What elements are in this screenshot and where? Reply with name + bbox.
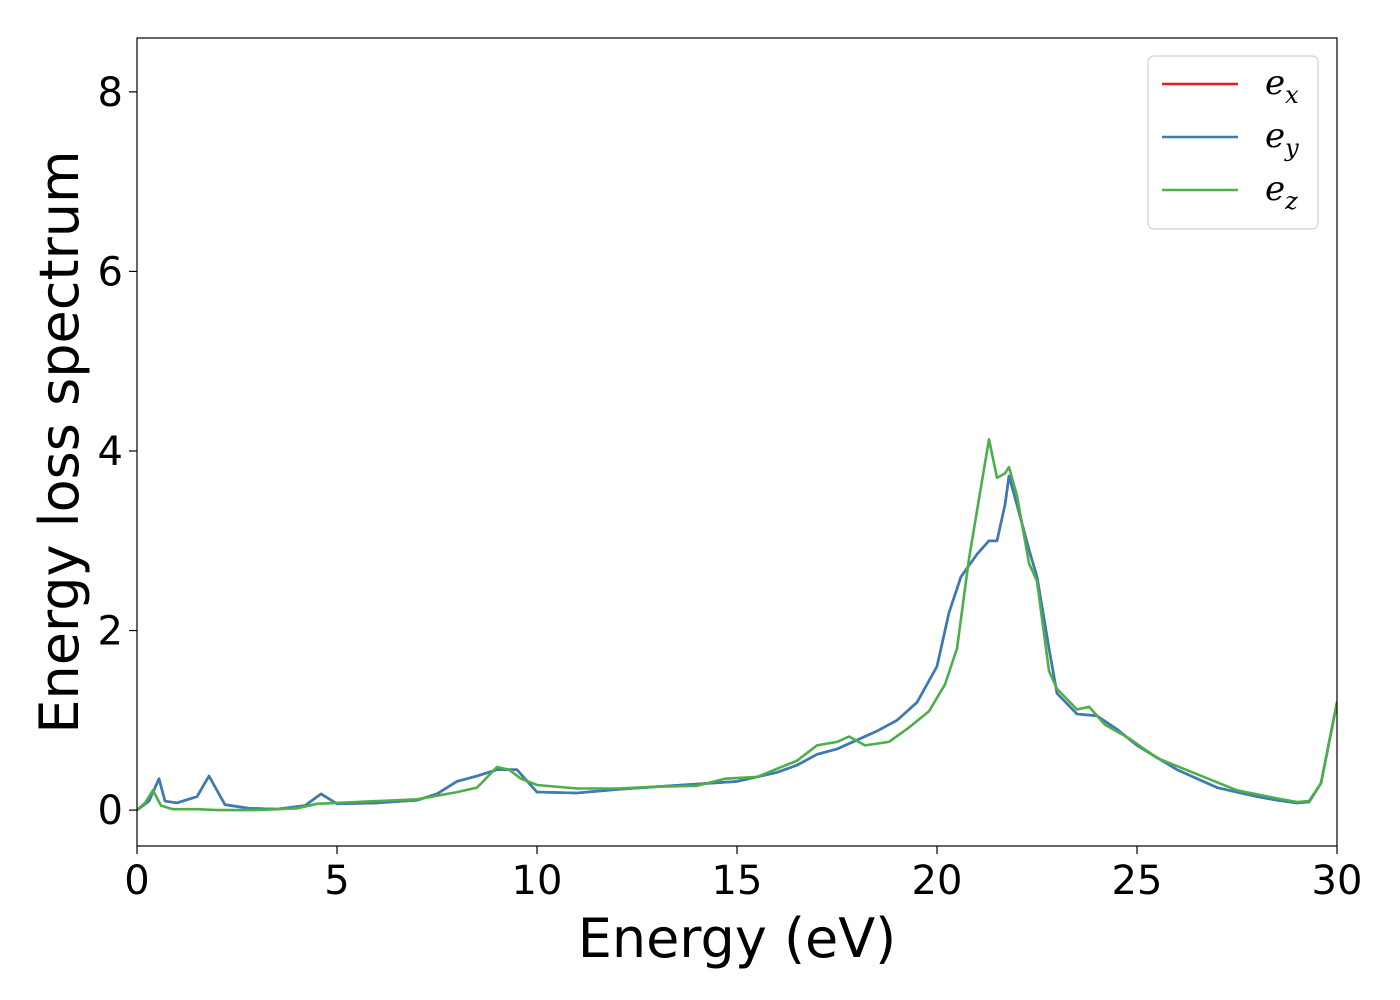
x-tick-label: 30: [1312, 858, 1363, 904]
series-layer: [137, 438, 1337, 812]
plot-area: [137, 38, 1337, 846]
legend: ex ey ez: [1147, 55, 1319, 230]
x-tick-label: 20: [912, 858, 963, 904]
legend-box: [1147, 55, 1319, 230]
x-tick-label: 0: [124, 858, 149, 904]
y-tick-label: 0: [98, 788, 123, 834]
y-tick-label: 6: [98, 249, 123, 295]
y-tick-label: 4: [98, 429, 123, 475]
x-tick-label: 5: [324, 858, 349, 904]
y-axis-title: Energy loss spectrum: [28, 150, 91, 733]
x-axis-title: Energy (eV): [578, 907, 897, 970]
legend-label-y: ey: [1265, 116, 1299, 162]
series-line-z: [137, 438, 1337, 812]
legend-label-z: ez: [1265, 169, 1298, 215]
legend-label-x: ex: [1265, 63, 1299, 109]
x-axis-ticks: 0 5 10 15 20 25 30: [124, 846, 1362, 904]
y-tick-label: 8: [98, 70, 123, 116]
x-tick-label: 10: [512, 858, 563, 904]
y-axis-ticks: 0 2 4 6 8: [98, 70, 137, 834]
x-tick-label: 25: [1112, 858, 1163, 904]
x-tick-label: 15: [712, 858, 763, 904]
y-tick-label: 2: [98, 609, 123, 655]
